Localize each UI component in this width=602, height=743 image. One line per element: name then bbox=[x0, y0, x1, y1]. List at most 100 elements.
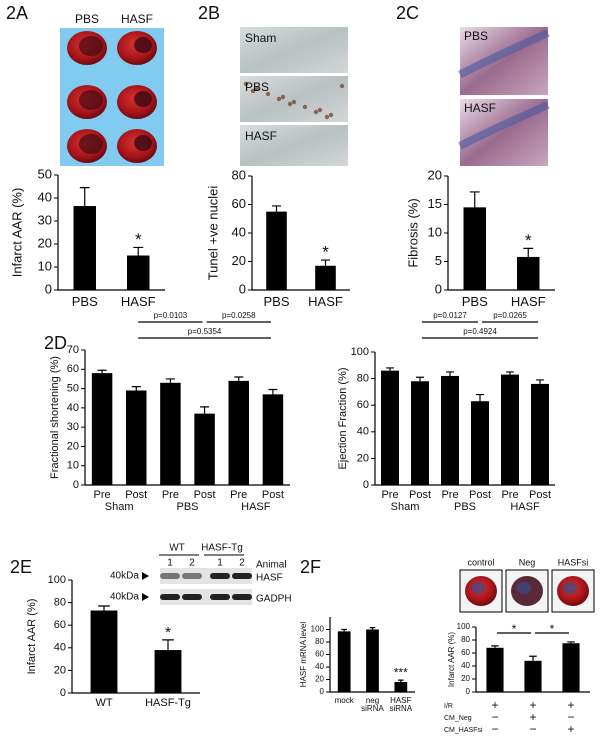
error-bar bbox=[97, 369, 107, 374]
comparison-label: p=0.4924 bbox=[463, 327, 497, 336]
comparison-label: p=0.0258 bbox=[222, 311, 256, 320]
y-tick-label: 20 bbox=[428, 167, 442, 182]
marker-label: 40kDa bbox=[110, 592, 139, 603]
y-tick-label: 20 bbox=[232, 253, 246, 268]
x-tick-label: Post bbox=[468, 489, 491, 501]
x-group-label: HASF bbox=[510, 501, 540, 513]
y-tick-label: 80 bbox=[232, 167, 246, 182]
marker-arrow bbox=[142, 572, 149, 580]
bar bbox=[315, 265, 336, 290]
infarct-area bbox=[79, 90, 103, 110]
x-tick-label: Pre bbox=[93, 489, 111, 501]
condition-name: CM_HASFsi bbox=[444, 727, 483, 734]
stained-nucleus bbox=[317, 107, 323, 113]
error-bar bbox=[476, 393, 484, 402]
bar bbox=[471, 401, 489, 485]
x-tick-label: neg siRNA bbox=[361, 696, 384, 714]
x-tick-label: HASF-Tg bbox=[145, 697, 191, 709]
bar bbox=[127, 255, 150, 290]
panel-label: 2E bbox=[10, 557, 32, 577]
comparison-label: p=0.0127 bbox=[433, 311, 467, 320]
blot-strip bbox=[160, 589, 252, 605]
y-tick-label: 10 bbox=[38, 258, 52, 273]
panel-label: 2C bbox=[396, 3, 419, 23]
y-tick-label: 20 bbox=[315, 675, 324, 684]
lane-label: 1 bbox=[167, 558, 173, 569]
y-tick-label: 40 bbox=[38, 189, 52, 204]
y-axis-label: Fractional shortening (%) bbox=[49, 356, 61, 479]
y-tick-label: 60 bbox=[461, 648, 470, 657]
image-label: Sham bbox=[245, 31, 276, 45]
bar bbox=[337, 631, 351, 692]
stained-nucleus bbox=[328, 112, 334, 118]
error-bar bbox=[491, 645, 499, 648]
stained-nucleus bbox=[324, 114, 330, 120]
bar bbox=[501, 374, 519, 485]
blot-band bbox=[160, 594, 180, 600]
error-bar bbox=[369, 627, 376, 630]
y-tick-label: 40 bbox=[67, 402, 79, 414]
condition-sign: − bbox=[567, 710, 574, 724]
infarct-area bbox=[517, 582, 531, 594]
y-tick-label: 0 bbox=[60, 687, 66, 699]
blot-band bbox=[232, 594, 252, 600]
bar bbox=[531, 383, 549, 485]
error-bar bbox=[234, 376, 244, 381]
bar bbox=[228, 380, 249, 485]
x-tick-label: Pre bbox=[161, 489, 179, 501]
tissue-image bbox=[240, 125, 348, 166]
bar bbox=[366, 629, 379, 692]
x-tick-label: HASF bbox=[308, 294, 343, 309]
blot-band bbox=[232, 573, 252, 579]
condition-sign: + bbox=[529, 698, 536, 712]
x-tick-label: HASF bbox=[510, 294, 546, 309]
image-label: HASF bbox=[464, 101, 496, 115]
error-bar bbox=[98, 605, 110, 611]
panel-label: 2B bbox=[198, 3, 220, 23]
x-tick-label: Pre bbox=[441, 489, 459, 501]
bar bbox=[91, 373, 113, 485]
x-tick-label: WT bbox=[95, 697, 113, 709]
y-axis-label: Ejection Fraction (%) bbox=[337, 367, 349, 469]
condition-sign: + bbox=[567, 698, 574, 712]
image-label: HASF bbox=[245, 129, 277, 143]
x-tick-label: Post bbox=[193, 489, 216, 501]
marker-label: 40kDa bbox=[110, 571, 139, 582]
tissue-band bbox=[458, 29, 550, 79]
x-tick-label: Post bbox=[528, 489, 551, 501]
stained-nucleus bbox=[339, 83, 345, 89]
x-tick-label: PBS bbox=[71, 294, 98, 309]
tissue-band bbox=[458, 101, 550, 150]
y-tick-label: 20 bbox=[357, 452, 369, 464]
error-bar bbox=[320, 259, 331, 266]
y-tick-label: 20 bbox=[461, 674, 470, 683]
lane-title: Animal bbox=[256, 560, 287, 571]
comparison-label: p=0.0103 bbox=[154, 311, 188, 320]
infarct-area bbox=[563, 582, 577, 594]
y-tick-label: 30 bbox=[38, 212, 52, 227]
significance-mark: * bbox=[135, 230, 142, 249]
y-tick-label: 0 bbox=[363, 479, 369, 491]
y-tick-label: 0 bbox=[320, 687, 325, 696]
error-bar bbox=[523, 247, 534, 257]
infarct-area bbox=[79, 134, 103, 154]
bar bbox=[266, 211, 287, 290]
x-tick-label: Pre bbox=[381, 489, 399, 501]
stained-nucleus bbox=[302, 104, 308, 110]
x-group-label: PBS bbox=[453, 501, 476, 513]
y-axis-label: Tunel +ve nuclei bbox=[205, 186, 220, 281]
infarct-area bbox=[134, 37, 152, 53]
y-tick-label: 0 bbox=[73, 479, 79, 491]
y-tick-label: 60 bbox=[357, 399, 369, 411]
y-tick-label: 10 bbox=[67, 460, 79, 472]
bar bbox=[160, 382, 181, 485]
blot-band bbox=[182, 594, 202, 600]
y-axis-label: Infarct AAR (%) bbox=[26, 599, 38, 675]
blot-band bbox=[182, 573, 202, 579]
error-bar bbox=[341, 628, 347, 632]
stained-nucleus bbox=[243, 81, 249, 87]
error-bar bbox=[469, 191, 480, 208]
bar bbox=[441, 375, 459, 485]
y-tick-label: 10 bbox=[428, 224, 442, 239]
